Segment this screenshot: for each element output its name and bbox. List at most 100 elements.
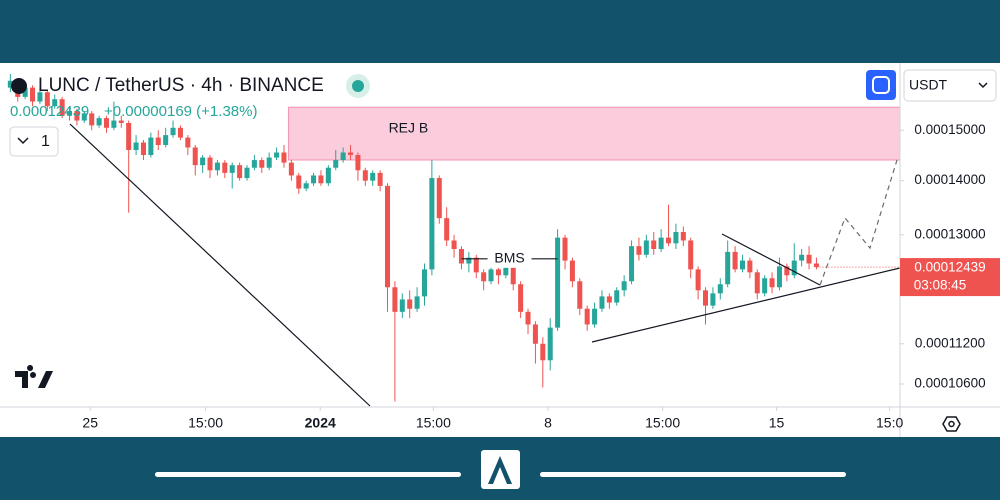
x-tick-label: 15:00 [645,415,680,431]
tv-logo-dot [30,372,36,378]
trendline [69,123,371,407]
candle-body [89,113,95,126]
last-price-label: 0.00012439 [914,260,985,275]
candle-body [702,290,709,306]
candle-body [651,240,657,250]
candle-body [547,327,553,361]
header-change: +0.00000169 (+1.38%) [104,103,257,120]
y-tick-label: 0.00013000 [914,226,985,241]
candle-body [185,137,191,148]
symbol-icon [11,78,27,94]
candle-body [481,272,487,282]
candle-body [348,152,354,156]
chart-title: LUNC / TetherUS · 4h · BINANCE [38,75,324,96]
plot: REJ B BMS [7,73,901,402]
zone-label: REJ B [389,119,429,135]
candle-body [133,142,139,150]
candle-body [303,183,309,189]
candle-body [377,172,383,186]
candle-body [784,266,790,276]
candle-body [392,287,398,312]
zone [287,106,901,161]
candle-body [237,165,243,179]
candle-body [754,272,760,294]
candle-body [414,296,420,309]
y-tick-label: 0.00010600 [914,376,985,391]
fullscreen-button[interactable] [866,70,896,100]
candle-body [214,162,220,171]
candle-body [577,281,583,309]
candle-body [281,152,287,163]
candle-body [118,120,124,123]
x-tick-label: 15:00 [188,415,223,431]
candle-body [407,299,413,309]
candle-body [621,281,627,291]
countdown-label: 03:08:45 [914,278,967,293]
candle-body [666,237,672,244]
candle-body [495,269,501,276]
candle-body [451,240,457,250]
candle-body [458,249,464,264]
x-tick-label: 8 [544,415,552,431]
tv-logo [15,365,53,388]
y-tick-label: 0.00015000 [914,122,985,137]
level-label-bg [487,249,532,268]
candle-body [503,266,509,276]
chevron [17,137,29,145]
candle-body [629,246,635,282]
candle-body [22,87,28,97]
candle-body [30,87,36,102]
candle-body [762,278,768,294]
fullscreen-icon [872,76,890,94]
candle-body [776,266,782,288]
candle-body [562,237,568,261]
candle-body [791,260,797,276]
candle-body [747,260,753,273]
candle-body [207,157,213,171]
candle-body [296,175,302,189]
candle-body [436,178,442,219]
candle-body [126,122,132,150]
candle-body [732,251,738,270]
x-tick-label: 15:0 [876,415,903,431]
settings-icon-center [948,420,955,428]
candle-body [725,251,731,285]
candle-body [155,137,161,145]
interval-button[interactable] [9,126,59,157]
candle-body [540,343,546,361]
candle-body [518,284,524,312]
candle-body [399,299,405,312]
level-label: BMS [494,250,524,266]
candle-body [148,137,154,156]
currency-select[interactable] [903,69,997,102]
candle-body [673,232,679,244]
projection [819,159,898,286]
candle-body [222,162,228,173]
x-tick-label: 2024 [305,415,336,431]
candle-body [325,167,331,184]
candle-body [384,185,391,288]
candle-body [74,110,80,121]
candle-body [340,152,346,161]
candle-body [532,324,538,344]
candle-body [311,175,317,184]
candle-body [81,113,87,121]
settings-icon[interactable] [942,416,961,432]
candle-body [473,257,479,273]
candle-body [769,278,775,288]
header-price: 0.00012439 [10,103,89,120]
candle-body [177,127,183,138]
candle-body [318,175,324,184]
divider [540,472,846,477]
candle-body [274,152,280,158]
candle-body [362,170,368,181]
x-tick-label: 15:00 [416,415,451,431]
interval-label: 1 [41,133,50,150]
candle-body [643,240,649,255]
candle-body [799,254,805,261]
candle-body [111,120,117,128]
y-tick-label: 0.00014000 [914,172,985,187]
candle-body [259,160,265,168]
candle-body [614,290,620,303]
